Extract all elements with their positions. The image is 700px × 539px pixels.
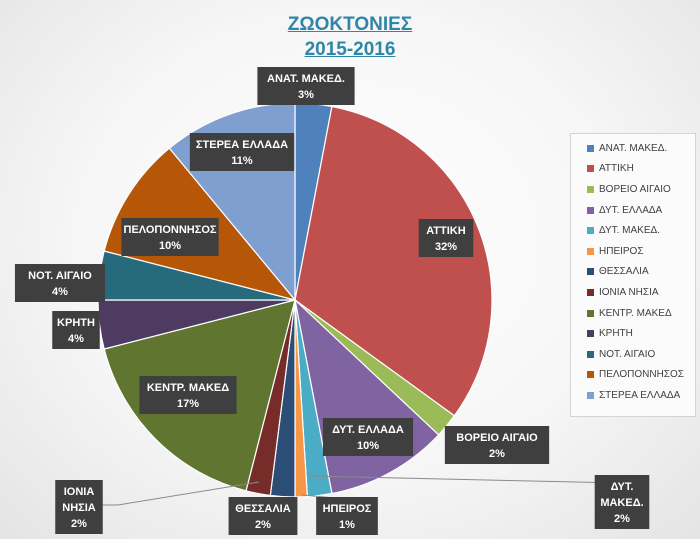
legend-item-πελοποννησος: ΠΕΛΟΠΟΝΝΗΣΟΣ — [571, 365, 695, 386]
legend-label: ΠΕΛΟΠΟΝΝΗΣΟΣ — [599, 369, 684, 381]
data-label-box — [322, 418, 414, 456]
legend-label: ΚΕΝΤΡ. ΜΑΚΕΔ — [599, 307, 672, 319]
legend-swatch — [587, 350, 594, 358]
legend-item-στερεα-ελλαδα: ΣΤΕΡΕΑ ΕΛΛΑΔΑ — [571, 385, 695, 406]
data-label-box — [228, 497, 298, 535]
chart-title-line-1: ΖΩΟΚΤΟΝΙΕΣ — [287, 14, 413, 35]
chart-legend: ΑΝΑΤ. ΜΑΚΕΔ. ΑΤΤΙΚΗ ΒΟΡΕΙΟ ΑΙΓΑΙΟ ΔΥΤ. ΕΛΛΑ… — [570, 133, 696, 417]
data-label-αττικη: ΑΤΤΙΚΗ 32% — [418, 219, 474, 257]
data-label-name: ΔΥΤ. — [611, 481, 634, 493]
data-label-box — [121, 218, 219, 256]
legend-item-νοτ-αιγαιο: ΝΟΤ. ΑΙΓΑΙΟ — [571, 344, 695, 365]
legend-item-βορειο-αιγαιο: ΒΟΡΕΙΟ ΑΙΓΑΙΟ — [571, 179, 695, 200]
legend-swatch — [587, 247, 594, 255]
data-label-νοτ-αιγαιο: ΝΟΤ. ΑΙΓΑΙΟ 4% — [14, 264, 106, 302]
data-label-value: 2% — [489, 448, 505, 460]
legend-swatch — [587, 206, 594, 214]
data-label-box — [418, 219, 474, 257]
legend-label: ΣΤΕΡΕΑ ΕΛΛΑΔΑ — [599, 389, 681, 401]
data-label-name: ΙΟΝΙΑ — [64, 486, 95, 498]
legend-swatch — [587, 144, 594, 152]
data-label-box — [444, 426, 550, 464]
data-label-δυτ-μακεδ: ΔΥΤ. ΜΑΚΕΔ. 2% — [594, 475, 650, 529]
data-label-ιονια-νησια: ΙΟΝΙΑ ΝΗΣΙΑ 2% — [55, 480, 103, 534]
leader-line-δυτ-μακεδ — [309, 475, 623, 484]
legend-label: ΑΤΤΙΚΗ — [599, 163, 634, 175]
legend-item-δυτ-μακεδ: ΔΥΤ. ΜΑΚΕΔ. — [571, 220, 695, 241]
legend-label: ΙΟΝΙΑ ΝΗΣΙΑ — [599, 286, 659, 298]
data-label-value: 2% — [614, 513, 630, 525]
legend-swatch — [587, 391, 594, 399]
legend-swatch — [587, 185, 594, 193]
data-label-value: 4% — [68, 333, 84, 345]
legend-label: ΚΡΗΤΗ — [599, 328, 633, 340]
data-label-θεσσαλια: ΘΕΣΣΑΛΙΑ 2% — [228, 497, 298, 535]
data-label-box — [55, 480, 103, 534]
data-label-value: 17% — [177, 398, 199, 410]
data-label-box — [139, 376, 237, 414]
pie-slice-αττικη — [294, 105, 493, 417]
legend-swatch — [587, 268, 594, 276]
data-label-name: ΚΡΗΤΗ — [57, 317, 95, 329]
data-label-name: ΔΥΤ. ΕΛΛΑΔΑ — [332, 424, 404, 436]
legend-swatch — [587, 288, 594, 296]
legend-item-θεσσαλια: ΘΕΣΣΑΛΙΑ — [571, 262, 695, 283]
data-label-value: 11% — [231, 155, 253, 167]
data-label-value: 2% — [255, 519, 271, 531]
legend-item-αττικη: ΑΤΤΙΚΗ — [571, 159, 695, 180]
data-label-βορειο-αιγαιο: ΒΟΡΕΙΟ ΑΙΓΑΙΟ 2% — [444, 426, 550, 464]
legend-item-δυτ-ελλαδα: ΔΥΤ. ΕΛΛΑΔΑ — [571, 200, 695, 221]
legend-label: ΔΥΤ. ΕΛΛΑΔΑ — [599, 204, 663, 216]
data-label-value: 10% — [159, 240, 181, 252]
legend-swatch — [587, 309, 594, 317]
legend-item-ανατ-μακεδ: ΑΝΑΤ. ΜΑΚΕΔ. — [571, 138, 695, 159]
data-label-πελοποννησος: ΠΕΛΟΠΟΝΝΗΣΟΣ 10% — [121, 218, 219, 256]
legend-label: ΗΠΕΙΡΟΣ — [599, 245, 644, 257]
data-label-box — [316, 497, 378, 535]
data-label-box — [594, 475, 650, 529]
legend-label: ΒΟΡΕΙΟ ΑΙΓΑΙΟ — [599, 183, 671, 195]
legend-item-κρητη: ΚΡΗΤΗ — [571, 323, 695, 344]
legend-label: ΘΕΣΣΑΛΙΑ — [599, 266, 649, 278]
legend-swatch — [587, 330, 594, 338]
legend-label: ΔΥΤ. ΜΑΚΕΔ. — [599, 225, 660, 237]
legend-label: ΑΝΑΤ. ΜΑΚΕΔ. — [599, 142, 668, 154]
data-label-name: ΝΟΤ. ΑΙΓΑΙΟ — [28, 270, 92, 282]
legend-swatch — [587, 165, 594, 173]
data-label-box — [14, 264, 106, 302]
data-label-value: 4% — [52, 286, 68, 298]
legend-item-ηπειρος: ΗΠΕΙΡΟΣ — [571, 241, 695, 262]
data-label-box — [52, 311, 100, 349]
data-label-value: 1% — [339, 519, 355, 531]
legend-item-κεντρ-μακεδ: ΚΕΝΤΡ. ΜΑΚΕΔ — [571, 303, 695, 324]
data-label-name: ΚΕΝΤΡ. ΜΑΚΕΔ — [147, 382, 229, 394]
data-label-name: ΣΤΕΡΕΑ ΕΛΛΑΔΑ — [196, 139, 288, 151]
data-label-name: ΑΝΑΤ. ΜΑΚΕΔ. — [267, 73, 345, 85]
data-label-κρητη: ΚΡΗΤΗ 4% — [52, 311, 100, 349]
data-label-στερεα-ελλαδα: ΣΤΕΡΕΑ ΕΛΛΑΔΑ 11% — [189, 133, 295, 171]
data-label-name: ΗΠΕΙΡΟΣ — [323, 503, 372, 515]
data-label-δυτ-ελλαδα: ΔΥΤ. ΕΛΛΑΔΑ 10% — [322, 418, 414, 456]
data-label-κεντρ-μακεδ: ΚΕΝΤΡ. ΜΑΚΕΔ 17% — [139, 376, 237, 414]
data-label-value: 3% — [298, 89, 314, 101]
data-label-box — [189, 133, 295, 171]
data-label-box — [257, 67, 355, 105]
data-label-value: 2% — [71, 518, 87, 530]
data-label-name: ΠΕΛΟΠΟΝΝΗΣΟΣ — [124, 224, 217, 236]
data-label-value: 10% — [357, 440, 379, 452]
chart-title-line-2: 2015-2016 — [304, 39, 396, 60]
legend-label: ΝΟΤ. ΑΙΓΑΙΟ — [599, 348, 656, 360]
legend-swatch — [587, 371, 594, 379]
data-label-ηπειρος: ΗΠΕΙΡΟΣ 1% — [316, 497, 378, 535]
data-label-name: ΒΟΡΕΙΟ ΑΙΓΑΙΟ — [456, 432, 538, 444]
data-label-name: ΝΗΣΙΑ — [62, 502, 96, 514]
legend-item-ιονια-νησια: ΙΟΝΙΑ ΝΗΣΙΑ — [571, 282, 695, 303]
data-label-name: ΜΑΚΕΔ. — [600, 497, 643, 509]
data-label-name: ΑΤΤΙΚΗ — [426, 225, 465, 237]
data-label-ανατ-μακεδ: ΑΝΑΤ. ΜΑΚΕΔ. 3% — [257, 67, 355, 105]
data-label-name: ΘΕΣΣΑΛΙΑ — [235, 503, 290, 515]
legend-swatch — [587, 227, 594, 235]
data-label-value: 32% — [435, 241, 457, 253]
